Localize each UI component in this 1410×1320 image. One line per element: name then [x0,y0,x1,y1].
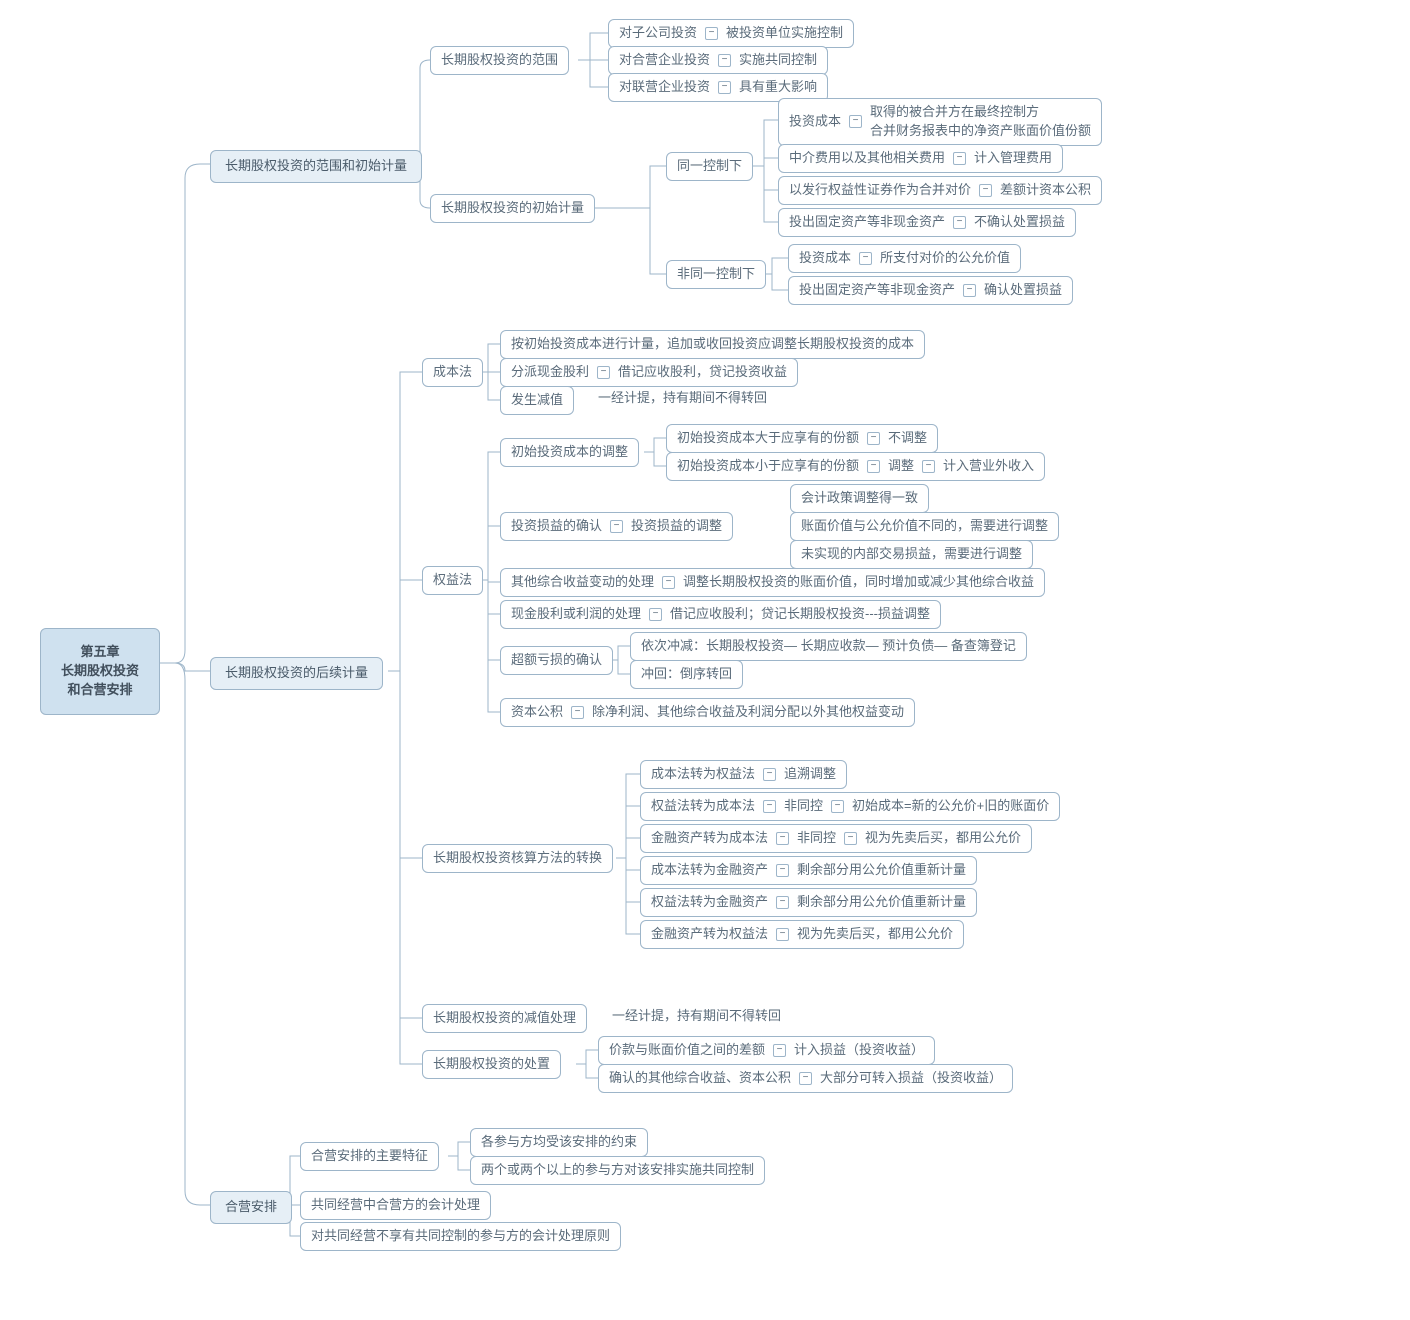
toggle-icon[interactable]: − [662,576,675,589]
node-init-adj[interactable]: 初始投资成本的调整 [500,438,639,467]
toggle-icon[interactable]: − [763,800,776,813]
toggle-icon[interactable]: − [776,928,789,941]
leaf[interactable]: 共同经营中合营方的会计处理 [300,1191,491,1220]
node-diff-control[interactable]: 非同一控制下 [666,260,766,289]
leaf[interactable]: 账面价值与公允价值不同的，需要进行调整 [790,512,1059,541]
toggle-icon[interactable]: − [867,432,880,445]
leaf[interactable]: 对合营企业投资−实施共同控制 [608,46,828,75]
node-initial-measure[interactable]: 长期股权投资的初始计量 [430,194,595,223]
leaf[interactable]: 中介费用以及其他相关费用−计入管理费用 [778,144,1063,173]
leaf[interactable]: 按初始投资成本进行计量，追加或收回投资应调整长期股权投资的成本 [500,330,925,359]
leaf[interactable]: 价款与账面价值之间的差额−计入损益（投资收益） [598,1036,935,1065]
toggle-icon[interactable]: − [571,706,584,719]
toggle-icon[interactable]: − [718,54,731,67]
leaf[interactable]: 投出固定资产等非现金资产−不确认处置损益 [778,208,1076,237]
leaf[interactable]: 金融资产转为成本法−非同控−视为先卖后买，都用公允价 [640,824,1032,853]
leaf[interactable]: 资本公积−除净利润、其他综合收益及利润分配以外其他权益变动 [500,698,915,727]
toggle-icon[interactable]: − [849,115,862,128]
toggle-icon[interactable]: − [649,608,662,621]
leaf[interactable]: 成本法转为金融资产−剩余部分用公允价值重新计量 [640,856,977,885]
plain-text: 一经计提，持有期间不得转回 [612,1007,781,1026]
leaf[interactable]: 成本法转为权益法−追溯调整 [640,760,847,789]
toggle-icon[interactable]: − [963,284,976,297]
toggle-icon[interactable]: − [776,864,789,877]
node-scope[interactable]: 长期股权投资的范围 [430,46,569,75]
leaf[interactable]: 初始投资成本小于应享有的份额−调整−计入营业外收入 [666,452,1045,481]
leaf[interactable]: 会计政策调整得一致 [790,484,929,513]
leaf[interactable]: 现金股利或利润的处理−借记应收股利；贷记长期股权投资---损益调整 [500,600,941,629]
toggle-icon[interactable]: − [922,460,935,473]
node-pl-confirm[interactable]: 投资损益的确认−投资损益的调整 [500,512,733,541]
leaf[interactable]: 对共同经营不享有共同控制的参与方的会计处理原则 [300,1222,621,1251]
toggle-icon[interactable]: − [776,896,789,909]
branch-joint[interactable]: 合营安排 [210,1191,292,1224]
mindmap-canvas: 第五章 长期股权投资 和合营安排 长期股权投资的范围和初始计量 长期股权投资的范… [0,0,1410,1320]
node-excess-loss[interactable]: 超额亏损的确认 [500,646,613,675]
toggle-icon[interactable]: − [597,366,610,379]
leaf[interactable]: 对子公司投资−被投资单位实施控制 [608,19,854,48]
leaf[interactable]: 各参与方均受该安排的约束 [470,1128,648,1157]
plain-text: 一经计提，持有期间不得转回 [598,389,767,408]
toggle-icon[interactable]: − [776,832,789,845]
toggle-icon[interactable]: − [859,252,872,265]
branch-scope-initial[interactable]: 长期股权投资的范围和初始计量 [210,150,422,183]
toggle-icon[interactable]: − [844,832,857,845]
leaf[interactable]: 长期股权投资的减值处理 [422,1004,587,1033]
toggle-icon[interactable]: − [979,184,992,197]
leaf[interactable]: 权益法转为成本法−非同控−初始成本=新的公允价+旧的账面价 [640,792,1060,821]
leaf[interactable]: 投出固定资产等非现金资产−确认处置损益 [788,276,1073,305]
node-cost-method[interactable]: 成本法 [422,358,483,387]
toggle-icon[interactable]: − [953,152,966,165]
leaf[interactable]: 确认的其他综合收益、资本公积−大部分可转入损益（投资收益） [598,1064,1013,1093]
toggle-icon[interactable]: − [799,1072,812,1085]
toggle-icon[interactable]: − [718,81,731,94]
toggle-icon[interactable]: − [953,216,966,229]
toggle-icon[interactable]: − [831,800,844,813]
leaf[interactable]: 依次冲减：长期股权投资— 长期应收款— 预计负债— 备查簿登记 [630,632,1027,661]
leaf[interactable]: 投资成本−取得的被合并方在最终控制方 合并财务报表中的净资产账面价值份额 [778,98,1102,146]
branch-subsequent[interactable]: 长期股权投资的后续计量 [210,657,383,690]
leaf[interactable]: 初始投资成本大于应享有的份额−不调整 [666,424,938,453]
leaf[interactable]: 投资成本−所支付对价的公允价值 [788,244,1021,273]
toggle-icon[interactable]: − [773,1044,786,1057]
leaf[interactable]: 分派现金股利−借记应收股利，贷记投资收益 [500,358,798,387]
node-method-switch[interactable]: 长期股权投资核算方法的转换 [422,844,613,873]
leaf[interactable]: 金融资产转为权益法−视为先卖后买，都用公允价 [640,920,964,949]
toggle-icon[interactable]: − [763,768,776,781]
node-joint-features[interactable]: 合营安排的主要特征 [300,1142,439,1171]
leaf[interactable]: 其他综合收益变动的处理−调整长期股权投资的账面价值，同时增加或减少其他综合收益 [500,568,1045,597]
leaf[interactable]: 发生减值 [500,386,574,415]
leaf[interactable]: 冲回：倒序转回 [630,660,743,689]
node-same-control[interactable]: 同一控制下 [666,152,753,181]
node-equity-method[interactable]: 权益法 [422,566,483,595]
root-text: 第五章 长期股权投资 和合营安排 [61,644,139,697]
toggle-icon[interactable]: − [610,520,623,533]
leaf[interactable]: 以发行权益性证券作为合并对价−差额计资本公积 [778,176,1102,205]
leaf[interactable]: 未实现的内部交易损益，需要进行调整 [790,540,1033,569]
root-node[interactable]: 第五章 长期股权投资 和合营安排 [40,628,160,715]
leaf[interactable]: 权益法转为金融资产−剩余部分用公允价值重新计量 [640,888,977,917]
toggle-icon[interactable]: − [867,460,880,473]
toggle-icon[interactable]: − [705,27,718,40]
node-dispose[interactable]: 长期股权投资的处置 [422,1050,561,1079]
leaf[interactable]: 两个或两个以上的参与方对该安排实施共同控制 [470,1156,765,1185]
